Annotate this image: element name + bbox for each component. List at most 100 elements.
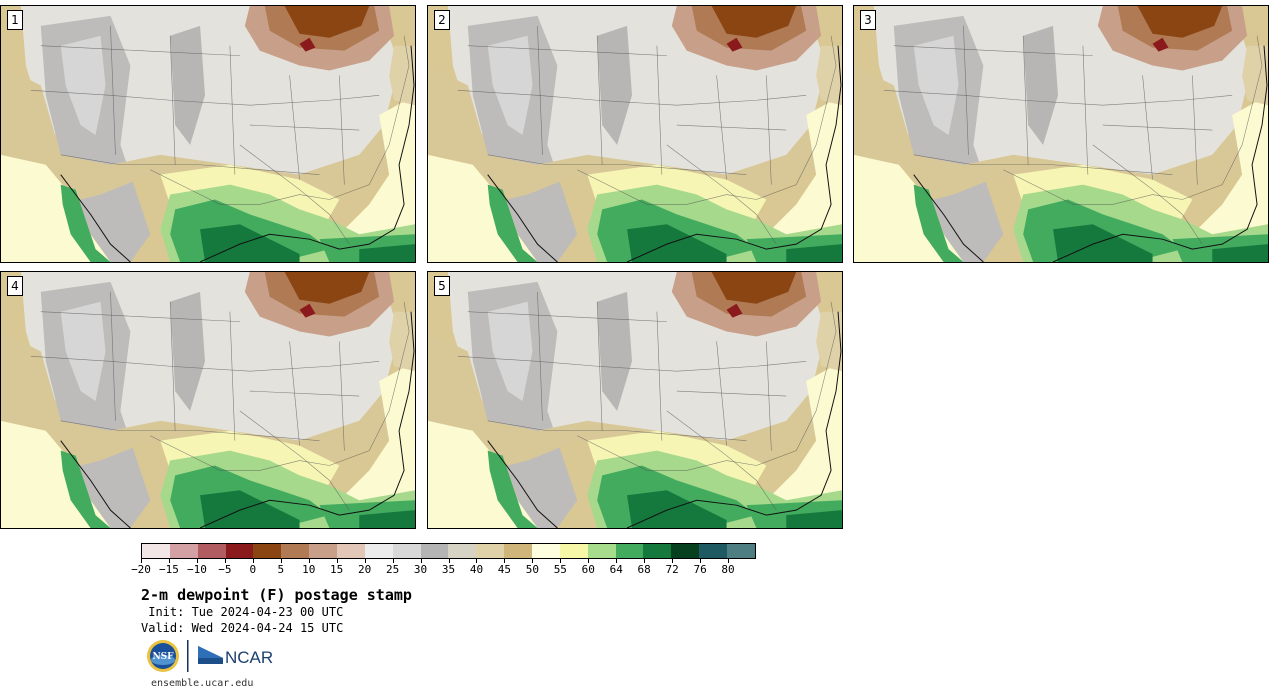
state-border — [1102, 124, 1213, 131]
colorbar-tick — [476, 559, 478, 563]
state-border — [537, 25, 543, 155]
state-border — [1022, 35, 1029, 165]
map-panel-5[interactable]: 5 — [427, 271, 843, 529]
map-region — [854, 65, 1268, 205]
colorbar-tick-label: −10 — [186, 563, 207, 576]
state-border — [577, 301, 837, 471]
state-border — [913, 154, 1173, 175]
state-border — [893, 45, 1093, 56]
colorbar-swatch — [448, 544, 477, 558]
map-region — [1192, 95, 1268, 262]
valid-time: Valid: Wed 2024-04-24 15 UTC — [141, 621, 344, 635]
state-border — [30, 356, 380, 372]
map-region — [428, 65, 842, 205]
state-border — [150, 301, 410, 471]
colorbar-tick — [252, 559, 254, 563]
map-region — [913, 35, 959, 135]
map-region — [786, 244, 842, 262]
map-region — [1, 331, 415, 471]
init-time: Init: Tue 2024-04-23 00 UTC — [141, 605, 344, 619]
map-panel-1[interactable]: 1 — [0, 5, 416, 263]
colorbar-swatch — [504, 544, 533, 558]
map-region — [200, 490, 300, 528]
map-region — [711, 6, 797, 38]
colorbar-swatch — [337, 544, 365, 558]
colorbar-tick-label: 72 — [665, 563, 679, 576]
map-region — [1053, 224, 1153, 262]
colorbar-tick-label: 5 — [277, 563, 285, 576]
map-region — [597, 25, 633, 145]
map-panel-4[interactable]: 4 — [0, 271, 416, 529]
map-panel-2[interactable]: 2 — [427, 5, 843, 263]
state-border — [249, 390, 360, 397]
map-region — [627, 490, 727, 528]
map-panel-3[interactable]: 3 — [853, 5, 1269, 263]
colorbar-tick-label: 68 — [637, 563, 651, 576]
map-region — [284, 6, 370, 38]
state-border — [40, 311, 240, 322]
logos: NSF NCAR — [147, 640, 273, 672]
state-border — [1192, 75, 1198, 185]
colorbar-tick-label: 30 — [413, 563, 428, 576]
state-border — [229, 45, 236, 175]
colorbar-swatch — [197, 544, 226, 558]
state-border — [289, 341, 300, 446]
coastline — [60, 45, 415, 262]
colorbar-tick-label: −5 — [218, 563, 232, 576]
colorbar-tick — [448, 559, 450, 563]
state-border — [110, 291, 116, 421]
chart-title: 2-m dewpoint (F) postage stamp — [141, 586, 412, 604]
state-border — [676, 390, 787, 397]
svg-text:NCAR: NCAR — [225, 648, 273, 667]
map-region — [428, 331, 842, 471]
map-region — [60, 184, 111, 262]
dewpoint-map — [428, 272, 842, 528]
map-region — [1152, 37, 1169, 52]
coastline — [487, 311, 842, 528]
colorbar-swatch — [615, 544, 644, 558]
colorbar-tick-label: 50 — [525, 563, 539, 576]
map-region — [359, 244, 415, 262]
colorbar-swatch — [643, 544, 672, 558]
map-region — [170, 291, 206, 411]
state-border — [239, 410, 350, 511]
map-region — [816, 45, 842, 106]
map-region — [60, 450, 111, 528]
state-border — [716, 341, 727, 446]
state-border — [666, 410, 777, 511]
map-region — [60, 301, 106, 401]
state-border — [1142, 75, 1153, 180]
state-border — [169, 35, 176, 165]
map-region — [487, 35, 533, 135]
state-border — [766, 75, 772, 185]
colorbar-tick-label: −15 — [159, 563, 179, 576]
colorbar-swatch — [532, 544, 560, 558]
colorbar-tick-label: 25 — [385, 563, 400, 576]
colorbar-swatch — [169, 544, 198, 558]
state-border — [577, 35, 837, 205]
colorbar-tick — [728, 559, 730, 563]
map-region — [711, 272, 797, 304]
state-border — [239, 144, 350, 245]
colorbar-tick — [392, 559, 394, 563]
colorbar-swatch — [392, 544, 421, 558]
map-region — [597, 291, 633, 411]
colorbar-swatch — [587, 544, 616, 558]
colorbar-tick-label: 45 — [497, 563, 512, 576]
colorbar-swatch — [309, 544, 338, 558]
state-border — [596, 35, 603, 165]
map-region — [200, 224, 300, 262]
colorbar-tick-label: 55 — [553, 563, 567, 576]
colorbar-tick-label: 40 — [469, 563, 484, 576]
state-border — [457, 356, 807, 372]
map-region — [487, 301, 533, 401]
map-region — [816, 311, 842, 372]
map-region — [766, 361, 842, 528]
panel-number: 3 — [860, 10, 876, 30]
colorbar-swatch — [699, 544, 728, 558]
panel-number: 2 — [434, 10, 450, 30]
state-border — [110, 25, 116, 155]
state-border — [339, 341, 345, 451]
colorbar-tick-label: 60 — [581, 563, 595, 576]
colorbar-tick — [560, 559, 562, 563]
